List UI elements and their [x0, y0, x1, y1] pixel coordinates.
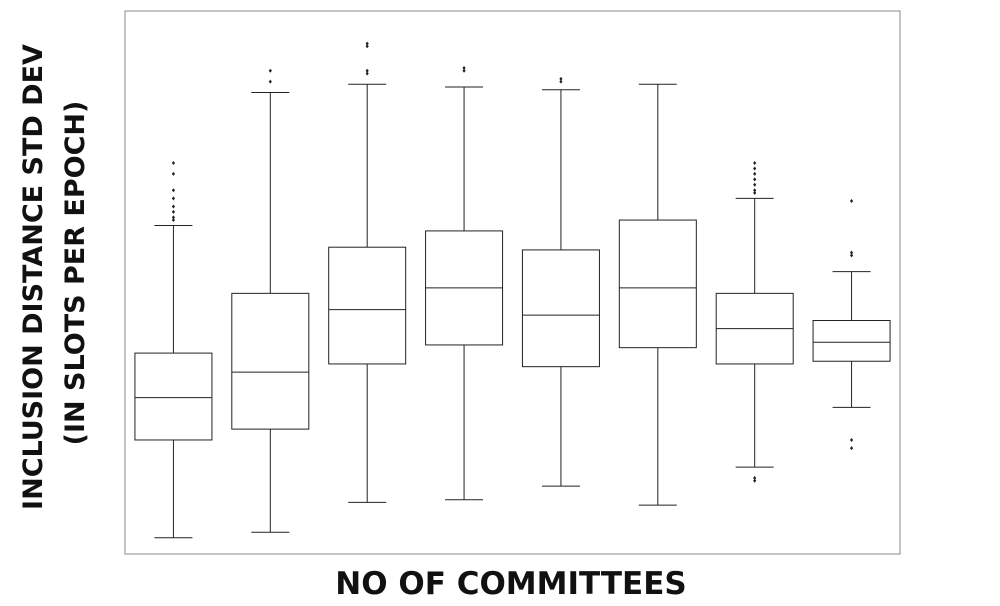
outlier-8-4: [849, 250, 854, 255]
outlier-7-4: [753, 188, 757, 193]
outlier-8-5: [849, 199, 854, 204]
box-6: [618, 219, 697, 349]
outlier-5-2: [559, 76, 563, 81]
outlier-3-4: [365, 41, 369, 46]
outlier-3-2: [365, 68, 369, 73]
outlier-2-2: [268, 68, 272, 73]
plot-frame: [124, 10, 901, 555]
outlier-1-2: [171, 215, 176, 220]
box-series: [134, 41, 891, 539]
box-5: [521, 249, 600, 368]
outlier-4-1: [462, 68, 466, 73]
outlier-5-1: [559, 79, 563, 84]
outlier-3-1: [365, 71, 369, 76]
outlier-7-2: [753, 475, 757, 480]
box-3: [328, 246, 407, 365]
outlier-7-7: [753, 171, 757, 176]
outlier-7-1: [753, 478, 757, 483]
y-axis-label: INCLUSION DISTANCE STD DEV: [18, 44, 49, 510]
y-axis-label-units: (IN SLOTS PER EPOCH): [60, 101, 91, 446]
outlier-1-6: [171, 188, 176, 193]
outlier-1-5: [171, 196, 176, 201]
box-8: [812, 320, 891, 362]
outlier-1-1: [171, 218, 176, 223]
outlier-7-8: [753, 166, 757, 171]
outlier-8-3: [849, 253, 854, 258]
outlier-1-3: [171, 209, 176, 214]
outlier-1-4: [171, 204, 176, 209]
outlier-1-8: [171, 161, 176, 166]
outlier-7-5: [753, 182, 757, 187]
outlier-3-3: [365, 44, 369, 49]
outlier-1-7: [171, 171, 176, 176]
outlier-8-2: [849, 437, 854, 442]
box-1: [134, 352, 213, 441]
outlier-8-1: [849, 446, 854, 451]
outlier-7-9: [753, 161, 757, 166]
x-axis-label: NO OF COMMITTEES: [335, 566, 686, 602]
outlier-7-6: [753, 177, 757, 182]
outlier-2-1: [268, 79, 272, 84]
box-2: [231, 292, 310, 430]
outlier-7-3: [753, 190, 757, 195]
outlier-4-2: [462, 66, 466, 71]
